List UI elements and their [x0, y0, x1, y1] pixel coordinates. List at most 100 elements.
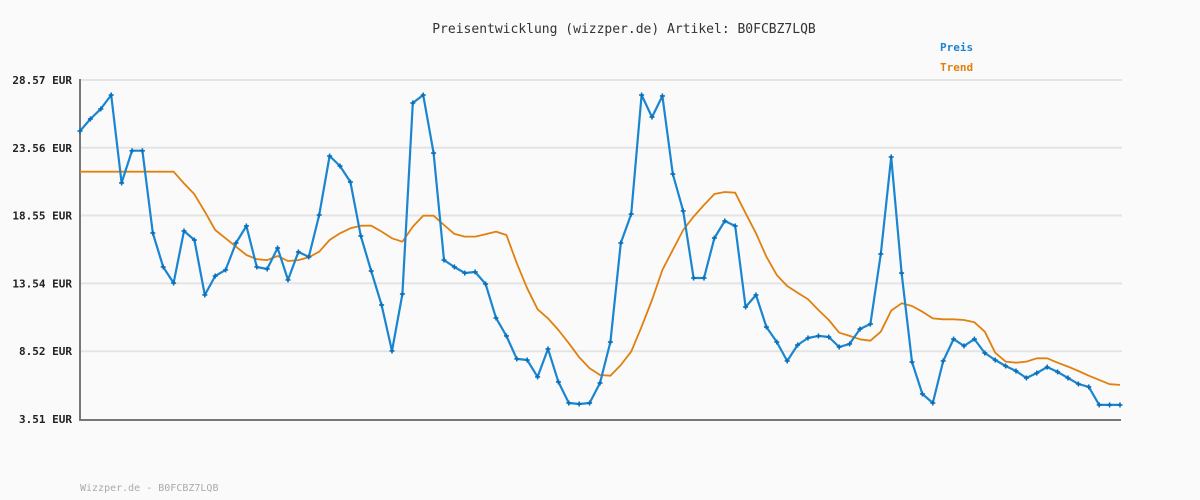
data-point — [98, 106, 104, 112]
data-point — [243, 223, 249, 229]
data-point — [327, 153, 333, 159]
data-point — [129, 148, 135, 154]
series-layer — [77, 92, 1123, 408]
data-point — [1086, 384, 1092, 390]
data-point — [618, 240, 624, 246]
data-point — [1055, 369, 1061, 375]
data-point — [431, 150, 437, 156]
data-point — [524, 357, 530, 363]
data-point — [493, 315, 499, 321]
chart-title: Preisentwicklung (wizzper.de) Artikel: B… — [432, 22, 816, 37]
data-point — [722, 218, 728, 224]
y-tick-label: 18.55 EUR — [12, 210, 72, 223]
data-point — [701, 275, 707, 281]
data-point — [1107, 402, 1113, 408]
data-point — [285, 277, 291, 283]
data-point — [982, 350, 988, 356]
data-point — [774, 339, 780, 345]
data-point — [951, 336, 957, 342]
y-tick-label: 3.51 EUR — [19, 413, 72, 426]
data-point — [171, 280, 177, 286]
data-point — [87, 116, 93, 122]
data-point — [961, 343, 967, 349]
series-line-trend — [80, 170, 1121, 386]
data-point — [160, 264, 166, 270]
data-point — [108, 92, 114, 98]
data-point — [233, 240, 239, 246]
data-point — [462, 270, 468, 276]
data-point — [483, 281, 489, 287]
data-point — [743, 304, 749, 310]
data-point — [815, 333, 821, 339]
data-point — [691, 275, 697, 281]
data-point — [150, 230, 156, 236]
y-tick-label: 23.56 EUR — [12, 142, 72, 155]
data-point — [503, 333, 509, 339]
data-point — [441, 257, 447, 263]
data-point — [784, 358, 790, 364]
y-tick-label: 8.52 EUR — [19, 345, 72, 358]
data-point — [555, 379, 561, 385]
data-point — [659, 93, 665, 99]
data-point — [337, 163, 343, 169]
data-point — [992, 357, 998, 363]
data-point — [1065, 375, 1071, 381]
series-line-preis — [79, 93, 1120, 406]
data-point — [347, 179, 353, 185]
data-point — [306, 254, 312, 260]
data-point — [1075, 381, 1081, 387]
data-point — [576, 401, 582, 407]
data-point — [587, 400, 593, 406]
data-point — [264, 266, 270, 272]
data-point — [971, 336, 977, 342]
grid — [80, 79, 1122, 353]
data-point — [847, 341, 853, 347]
data-point — [223, 267, 229, 273]
data-point — [535, 374, 541, 380]
data-point — [1096, 402, 1102, 408]
data-point — [711, 235, 717, 241]
data-point — [878, 251, 884, 257]
legend-preis: Preis — [940, 41, 973, 54]
y-tick-label: 13.54 EUR — [12, 277, 72, 290]
data-point — [795, 342, 801, 348]
data-point — [867, 321, 873, 327]
data-point — [930, 400, 936, 406]
data-point — [1013, 368, 1019, 374]
data-point — [753, 292, 759, 298]
data-point — [763, 324, 769, 330]
data-point — [379, 302, 385, 308]
y-axis-ticks: 28.57 EUR 23.56 EUR 18.55 EUR 13.54 EUR 8.52… — [12, 74, 72, 426]
data-point — [275, 245, 281, 251]
data-point — [191, 237, 197, 243]
data-point — [1034, 370, 1040, 376]
data-point — [1023, 375, 1029, 381]
data-point — [389, 348, 395, 354]
data-point — [909, 359, 915, 365]
data-point — [451, 264, 457, 270]
footer-text: Wizzper.de - B0FCBZ7LQB — [80, 483, 218, 494]
data-point — [202, 292, 208, 298]
data-point — [899, 270, 905, 276]
data-point — [119, 180, 125, 186]
data-point — [649, 114, 655, 120]
data-point — [77, 128, 83, 134]
data-point — [670, 171, 676, 177]
y-tick-label: 28.57 EUR — [12, 74, 72, 87]
data-point — [212, 273, 218, 279]
data-point — [607, 339, 613, 345]
legend-trend: Trend — [940, 61, 973, 74]
data-point — [399, 291, 405, 297]
data-point — [857, 326, 863, 332]
data-point — [1117, 402, 1123, 408]
data-point — [732, 223, 738, 229]
data-point — [805, 335, 811, 341]
data-point — [316, 212, 322, 218]
data-point — [1003, 363, 1009, 369]
data-point — [566, 400, 572, 406]
data-point — [472, 269, 478, 275]
data-point — [181, 228, 187, 234]
data-point — [597, 380, 603, 386]
data-point — [628, 211, 634, 217]
